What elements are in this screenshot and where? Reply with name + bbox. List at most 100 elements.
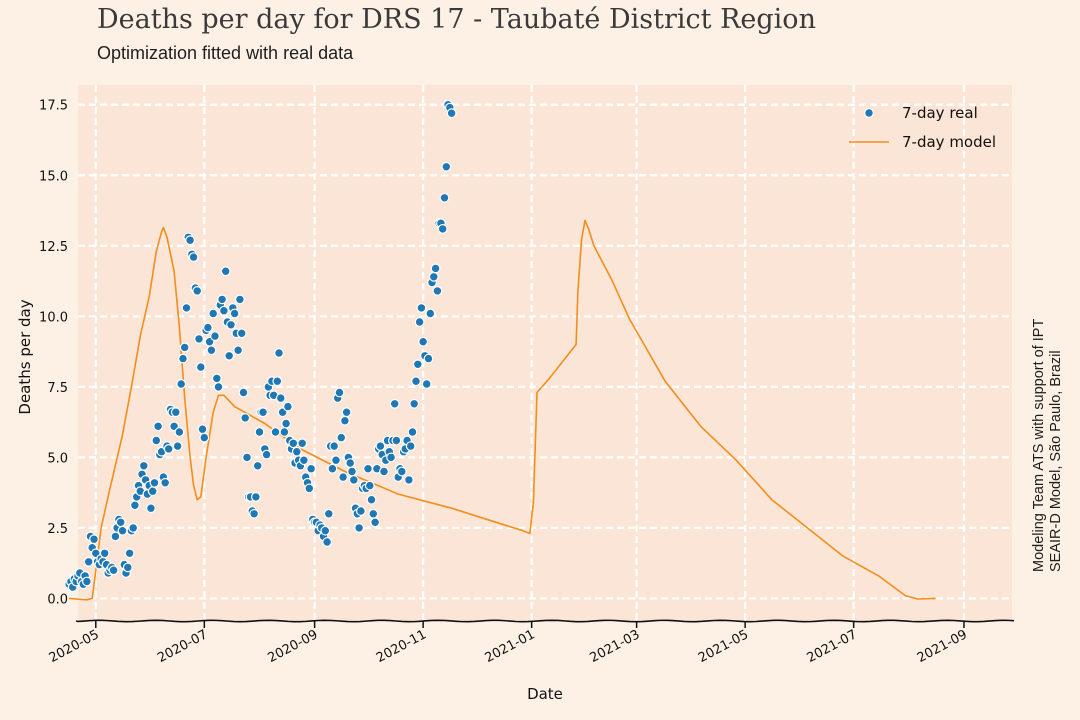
data-point (81, 576, 92, 587)
data-point (217, 294, 228, 305)
data-point (329, 441, 340, 452)
data-point (258, 407, 268, 418)
data-point (405, 441, 416, 452)
x-tick-label: 2021-01 (483, 627, 538, 666)
y-tick-label: 17.5 (39, 99, 68, 114)
data-point (213, 382, 224, 392)
y-tick-label: 15.0 (39, 169, 68, 184)
data-point (170, 407, 181, 418)
data-point (206, 345, 217, 356)
data-point (115, 517, 126, 528)
data-point (199, 432, 210, 443)
data-point (291, 446, 302, 457)
data-point (320, 525, 331, 536)
data-point (83, 556, 94, 567)
data-point (236, 328, 247, 339)
data-point (89, 534, 99, 545)
data-point (389, 398, 400, 409)
data-point (446, 108, 457, 119)
data-point (297, 438, 308, 449)
data-point (210, 331, 220, 342)
data-point (288, 438, 299, 449)
data-point (279, 427, 290, 437)
data-point (153, 421, 164, 432)
data-point (425, 308, 436, 319)
data-point (345, 458, 356, 468)
chart-title: Deaths per day for DRS 17 - Taubaté Dist… (97, 4, 816, 35)
data-point (354, 523, 365, 533)
data-point (281, 418, 292, 429)
data-point (226, 319, 236, 330)
data-point (275, 393, 286, 404)
data-point (416, 303, 427, 313)
data-point (428, 271, 439, 282)
data-point (234, 294, 245, 305)
data-point (418, 336, 429, 347)
data-point (179, 342, 190, 353)
data-point (375, 441, 386, 452)
data-point (261, 449, 272, 460)
data-point (178, 353, 188, 364)
data-point (211, 373, 222, 384)
data-point (138, 460, 149, 471)
data-point (192, 286, 203, 296)
x-tick-label: 2020-07 (155, 627, 210, 666)
data-point (327, 463, 338, 474)
x-tick-label: 2020-09 (265, 627, 320, 666)
y-tick-label: 5.0 (47, 451, 68, 466)
data-point (412, 359, 423, 370)
y-tick-label: 10.0 (39, 310, 68, 325)
x-tick-label: 2021-05 (696, 627, 751, 666)
data-point (151, 435, 162, 446)
data-point (336, 432, 347, 443)
data-point (242, 452, 252, 463)
data-point (172, 441, 183, 452)
data-point (252, 460, 263, 471)
data-point (224, 350, 235, 361)
data-point (149, 477, 160, 488)
data-point (441, 161, 452, 172)
data-point (194, 334, 204, 344)
data-point (274, 348, 284, 358)
y-tick-label: 2.5 (47, 522, 68, 537)
data-point (163, 444, 174, 454)
x-tick-label: 2021-03 (587, 627, 642, 666)
data-point (220, 266, 231, 277)
plot-area (78, 85, 1012, 621)
x-tick-label: 2021-09 (915, 627, 970, 666)
data-point (108, 565, 119, 576)
chart-subtitle: Optimization fitted with real data (97, 43, 354, 63)
data-point (195, 362, 206, 373)
data-point (363, 463, 373, 474)
x-axis-label: Date (527, 685, 563, 703)
data-point (185, 235, 196, 246)
legend-label-model: 7-day model (902, 133, 996, 151)
data-point (147, 486, 158, 497)
data-point (379, 466, 389, 477)
data-point (160, 477, 171, 488)
data-point (299, 455, 309, 466)
model-line (69, 219, 936, 601)
data-point (233, 345, 244, 356)
data-point (364, 480, 375, 491)
data-point (304, 483, 315, 494)
data-point (145, 503, 156, 514)
data-point (340, 415, 350, 426)
data-point (322, 537, 333, 547)
data-point (99, 548, 110, 559)
data-point (338, 472, 349, 483)
data-point (370, 517, 381, 528)
data-point (386, 452, 397, 463)
data-point (128, 523, 139, 533)
data-point (129, 500, 140, 511)
data-point (347, 466, 357, 477)
data-point (122, 562, 133, 573)
data-point (391, 435, 402, 446)
data-point (254, 427, 265, 437)
data-point (407, 427, 418, 437)
x-tick-label: 2021-07 (805, 627, 860, 666)
data-point (250, 492, 261, 502)
x-tick-label: 2020-05 (47, 627, 102, 666)
data-point (439, 192, 450, 203)
